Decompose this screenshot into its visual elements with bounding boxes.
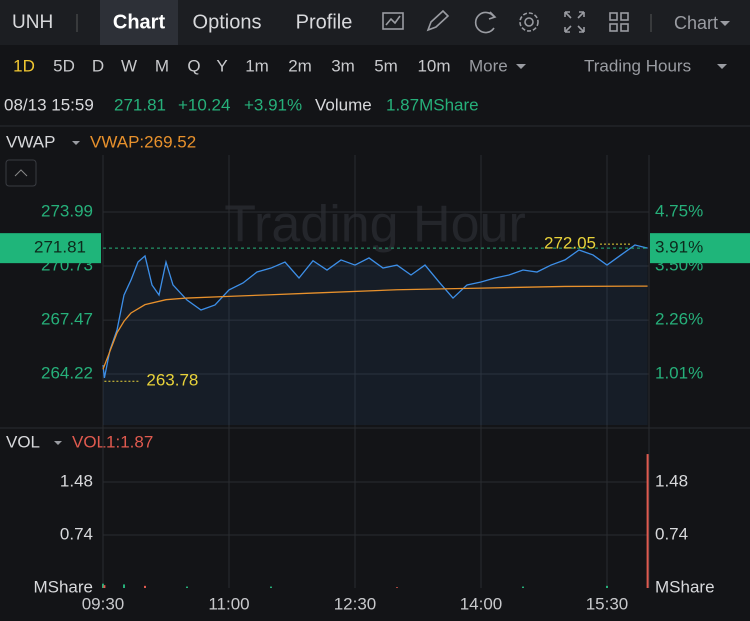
volume-bar — [646, 454, 649, 588]
watermark: Trading Hour — [224, 196, 526, 254]
x-tick-label: 15:30 — [586, 594, 629, 613]
last-price-label: 271.81 — [34, 238, 86, 257]
caret — [720, 21, 730, 26]
volume-bar — [186, 586, 188, 588]
chart-menu[interactable]: Chart — [674, 13, 718, 33]
low-label: 263.78 — [146, 371, 198, 390]
vwap-line — [102, 285, 648, 370]
volume-bar — [144, 585, 146, 588]
caret — [54, 441, 62, 445]
last-price-box — [0, 233, 101, 264]
symbol[interactable]: UNH — [12, 12, 53, 33]
high-label: 272.05 — [544, 234, 596, 253]
y2-tick-label: 4.75% — [655, 202, 703, 221]
period[interactable]: Y — [216, 56, 227, 75]
volume-bar — [270, 586, 272, 588]
price-line — [102, 244, 648, 379]
caret — [717, 64, 727, 69]
period[interactable]: 10m — [417, 56, 450, 75]
indicator-value: VOL1:1.87 — [72, 432, 153, 451]
quote: 08/13 15:59 271.81 +10.24 +3.91% Volume … — [4, 95, 479, 114]
volume: 1.87MShare — [386, 95, 479, 114]
last-pct-label: 3.91% — [655, 238, 703, 257]
y2-tick-label: 2.26% — [655, 309, 703, 328]
y-tick-label: 273.99 — [41, 202, 93, 221]
y-tick-label: 267.47 — [41, 310, 93, 329]
period[interactable]: 1D — [13, 56, 35, 75]
y-tick-label: 0.74 — [60, 524, 93, 543]
caret — [516, 64, 526, 69]
caret — [72, 141, 80, 145]
y2-tick-label: 1.01% — [655, 363, 703, 382]
quote-price: 271.81 — [114, 95, 166, 114]
last-pct-box — [650, 233, 750, 264]
quote-pct: +3.91% — [244, 95, 302, 114]
indicator-value: VWAP:269.52 — [90, 132, 196, 151]
y-tick-label: 1.48 — [60, 471, 93, 490]
y2-tick-label: 1.48 — [655, 471, 688, 490]
volume-bar — [606, 585, 608, 588]
y-tick-label: 264.22 — [41, 363, 93, 382]
volume-bar — [522, 586, 524, 588]
price-area — [103, 245, 648, 425]
indicator[interactable]: VOL — [6, 432, 40, 451]
volume-bar — [123, 584, 125, 588]
period[interactable]: W — [121, 56, 137, 75]
volume-bar — [103, 585, 106, 588]
period[interactable]: D — [92, 56, 104, 75]
period[interactable]: 5m — [374, 56, 398, 75]
chevron — [14, 169, 28, 177]
volume-bar — [396, 587, 398, 588]
quote-time: 08/13 15:59 — [4, 95, 94, 114]
x-tick-label: 11:00 — [208, 594, 249, 613]
x-tick-label: 09:30 — [82, 594, 125, 613]
x-tick-label: 14:00 — [460, 594, 503, 613]
period[interactable]: 1m — [245, 56, 269, 75]
tab[interactable]: Chart — [113, 11, 166, 33]
y-tick-label: MShare — [33, 577, 93, 596]
x-tick-label: 12:30 — [334, 594, 377, 613]
collapse-button[interactable] — [5, 159, 37, 187]
tab[interactable]: Profile — [296, 11, 353, 33]
quote-change: +10.24 — [178, 95, 230, 114]
session[interactable]: Trading Hours — [584, 56, 691, 75]
toolbar-icons[interactable] — [382, 9, 629, 34]
period[interactable]: 5D — [53, 56, 75, 75]
period[interactable]: M — [155, 56, 169, 75]
y2-tick-label: MShare — [655, 577, 715, 596]
more[interactable]: More — [469, 56, 508, 75]
volume-bar — [102, 583, 104, 588]
active-tab — [100, 0, 178, 45]
y2-tick-label: 0.74 — [655, 524, 688, 543]
volume-label: Volume — [315, 95, 372, 114]
tab[interactable]: Options — [193, 11, 262, 33]
indicator[interactable]: VWAP — [6, 132, 55, 151]
period[interactable]: 3m — [331, 56, 355, 75]
period[interactable]: Q — [187, 56, 200, 75]
period[interactable]: 2m — [288, 56, 312, 75]
